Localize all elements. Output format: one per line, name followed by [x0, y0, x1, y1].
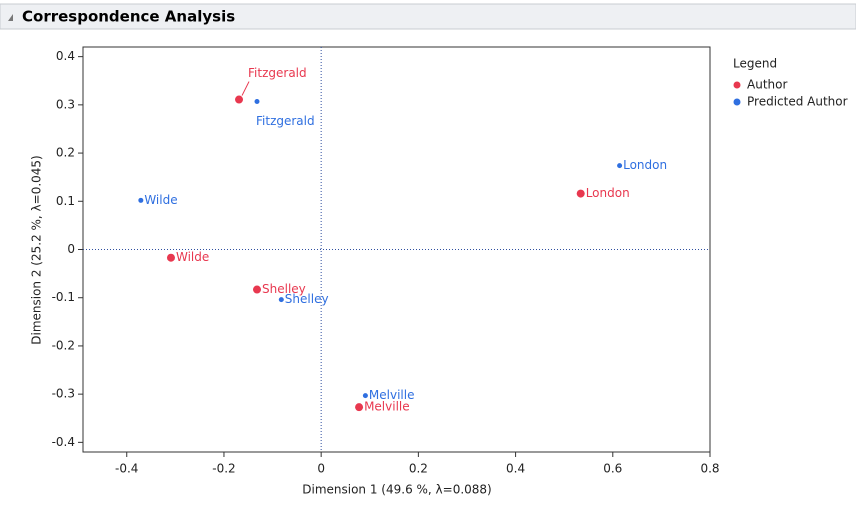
legend-marker: [733, 98, 741, 106]
point: [355, 403, 364, 412]
point: [166, 253, 175, 262]
x-tick-label: -0.2: [212, 462, 235, 476]
point: [278, 297, 284, 303]
y-tick-label: 0.3: [56, 97, 75, 111]
point: [253, 285, 262, 294]
x-tick-label: 0.8: [700, 462, 719, 476]
x-tick-label: 0.4: [506, 462, 525, 476]
y-tick-label: 0: [67, 242, 75, 256]
legend-marker: [733, 81, 741, 89]
point-label: Wilde: [176, 250, 209, 264]
x-tick-label: 0.6: [603, 462, 622, 476]
point: [362, 393, 368, 399]
x-tick-label: -0.4: [115, 462, 138, 476]
leader-line: [241, 81, 250, 96]
point-label: London: [586, 186, 630, 200]
header-bar: [0, 3, 856, 30]
point: [617, 163, 623, 169]
y-tick-label: 0.1: [56, 194, 75, 208]
y-tick-label: 0.4: [56, 49, 75, 63]
y-tick-label: 0.2: [56, 146, 75, 160]
legend-title: Legend: [733, 57, 777, 71]
point-label: Wilde: [144, 193, 177, 207]
point: [235, 95, 244, 104]
x-tick-label: 0: [317, 462, 325, 476]
point: [254, 98, 260, 104]
point: [576, 189, 585, 198]
x-tick-label: 0.2: [409, 462, 428, 476]
legend-label: Predicted Author: [747, 95, 848, 109]
y-tick-label: -0.1: [52, 290, 75, 304]
y-axis-label: Dimension 2 (25.2 %, λ=0.045): [30, 155, 44, 345]
y-tick-label: -0.3: [52, 387, 75, 401]
x-axis-label: Dimension 1 (49.6 %, λ=0.088): [302, 483, 492, 497]
chart-title: Correspondence Analysis: [22, 8, 235, 26]
legend-label: Author: [747, 78, 787, 92]
point-label: London: [623, 158, 667, 172]
point: [138, 197, 144, 203]
disclosure-icon[interactable]: [8, 14, 13, 21]
point-label: Shelley: [262, 282, 306, 296]
y-tick-label: -0.2: [52, 338, 75, 352]
point-label: Fitzgerald: [248, 66, 307, 80]
point-label: Shelley: [285, 292, 329, 306]
y-tick-label: -0.4: [52, 435, 75, 449]
point-label: Fitzgerald: [256, 114, 315, 128]
point-label: Melville: [369, 388, 415, 402]
point-label: Melville: [364, 400, 410, 414]
